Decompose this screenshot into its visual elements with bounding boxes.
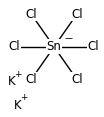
Text: Sn: Sn <box>47 40 62 53</box>
Text: Cl: Cl <box>25 73 37 86</box>
Text: ––: –– <box>64 34 74 43</box>
Text: +: + <box>15 70 22 79</box>
Text: K: K <box>8 75 16 88</box>
Text: Cl: Cl <box>9 40 20 53</box>
Text: Cl: Cl <box>25 7 37 21</box>
Text: K: K <box>14 99 21 112</box>
Text: Cl: Cl <box>71 7 83 21</box>
Text: Cl: Cl <box>88 40 99 53</box>
Text: Cl: Cl <box>71 73 83 86</box>
Text: +: + <box>20 93 27 102</box>
